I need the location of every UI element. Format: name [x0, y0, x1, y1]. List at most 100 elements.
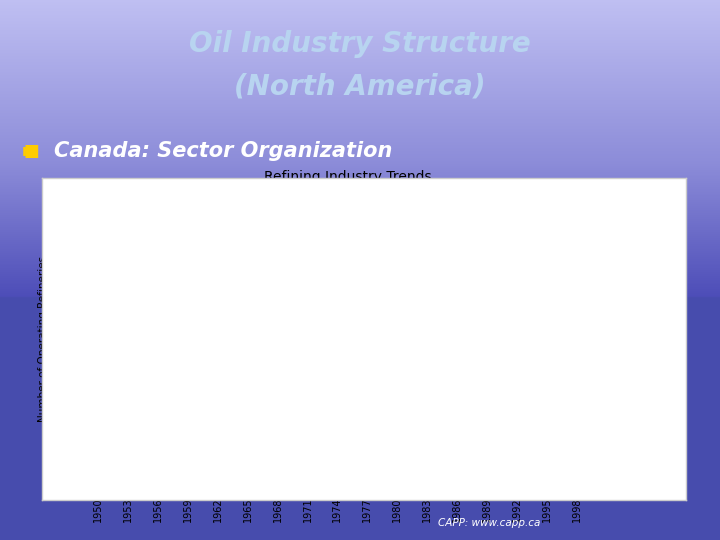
Point — [571, 347, 582, 356]
Point — [562, 322, 573, 330]
Bar — [443, 347, 451, 489]
Point — [202, 219, 213, 227]
Bar — [104, 435, 112, 489]
Point — [232, 225, 243, 234]
Bar — [303, 399, 312, 489]
Point — [102, 206, 114, 215]
Point — [292, 240, 303, 249]
Point — [332, 253, 343, 262]
Point — [182, 215, 194, 224]
Point — [382, 240, 393, 249]
Y-axis label: Average Size, kb/d: Average Size, kb/d — [647, 291, 657, 387]
Bar — [533, 297, 541, 489]
Point — [282, 233, 293, 242]
Bar — [493, 307, 501, 489]
Point — [192, 217, 203, 226]
Point — [581, 352, 593, 360]
Bar — [353, 380, 361, 489]
Bar — [433, 348, 441, 489]
Y-axis label: Number of Operating Refineries: Number of Operating Refineries — [37, 256, 48, 422]
Point — [322, 252, 333, 260]
Point — [501, 300, 513, 309]
Bar — [503, 306, 511, 489]
Point — [351, 255, 363, 264]
Point — [302, 246, 313, 255]
Point — [212, 221, 223, 230]
Bar — [253, 407, 262, 489]
Point — [271, 227, 283, 236]
Point — [392, 232, 403, 240]
Bar — [243, 408, 252, 489]
Bar — [513, 303, 521, 489]
Text: Canada: Sector Organization: Canada: Sector Organization — [54, 141, 392, 161]
Bar — [413, 353, 421, 489]
Bar — [233, 409, 242, 489]
Point — [591, 350, 603, 359]
Bar — [523, 301, 531, 489]
Bar — [323, 393, 332, 489]
Point — [252, 226, 264, 234]
Point — [511, 298, 523, 306]
Point — [552, 313, 563, 322]
Point — [152, 215, 163, 224]
Bar — [373, 369, 382, 489]
Bar — [274, 404, 282, 489]
Point — [531, 300, 543, 309]
Bar — [293, 401, 302, 489]
Bar — [94, 437, 102, 489]
Point — [472, 271, 483, 279]
Bar — [194, 415, 202, 489]
Point — [222, 223, 233, 232]
Point — [242, 226, 253, 234]
Point — [262, 226, 274, 234]
Point — [342, 255, 354, 264]
Bar — [163, 421, 172, 489]
Point — [541, 309, 553, 318]
Bar — [423, 350, 431, 489]
Point — [451, 262, 463, 271]
Title: Refining Industry Trends: Refining Industry Trends — [264, 170, 431, 184]
Point — [142, 217, 153, 226]
Point — [312, 246, 323, 255]
Text: Oil Industry Structure: Oil Industry Structure — [189, 30, 531, 58]
Point — [402, 232, 413, 240]
Bar — [114, 434, 122, 489]
Text: CAPP: www.capp.ca: CAPP: www.capp.ca — [438, 518, 541, 528]
Point — [172, 219, 184, 227]
Bar — [553, 281, 562, 489]
Point — [492, 300, 503, 309]
Bar — [153, 423, 162, 489]
Bar — [383, 363, 392, 489]
Point — [162, 217, 174, 226]
Legend: Average Refinery Size, Number of Refineries: Average Refinery Size, Number of Refiner… — [420, 397, 595, 459]
Point — [372, 245, 383, 253]
Bar — [174, 418, 182, 489]
Bar — [133, 430, 142, 489]
Bar — [363, 377, 372, 489]
Bar — [333, 387, 342, 489]
Bar — [313, 396, 322, 489]
Bar — [483, 310, 492, 489]
Bar — [213, 413, 222, 489]
Bar — [283, 402, 292, 489]
Bar — [563, 272, 571, 489]
Point — [92, 212, 104, 221]
Point — [412, 236, 423, 245]
Bar — [203, 414, 212, 489]
Point — [132, 221, 143, 230]
Bar — [463, 319, 472, 489]
Bar — [582, 251, 591, 489]
Bar — [403, 354, 412, 489]
Point — [441, 249, 453, 258]
Bar — [124, 431, 132, 489]
Point — [112, 204, 124, 213]
Bar — [593, 225, 601, 489]
Bar — [393, 357, 402, 489]
Bar — [453, 326, 462, 489]
Bar — [473, 314, 482, 489]
Bar — [184, 417, 192, 489]
Bar — [223, 411, 232, 489]
Point — [521, 298, 533, 306]
Bar — [573, 264, 581, 489]
Text: ■: ■ — [24, 142, 40, 160]
